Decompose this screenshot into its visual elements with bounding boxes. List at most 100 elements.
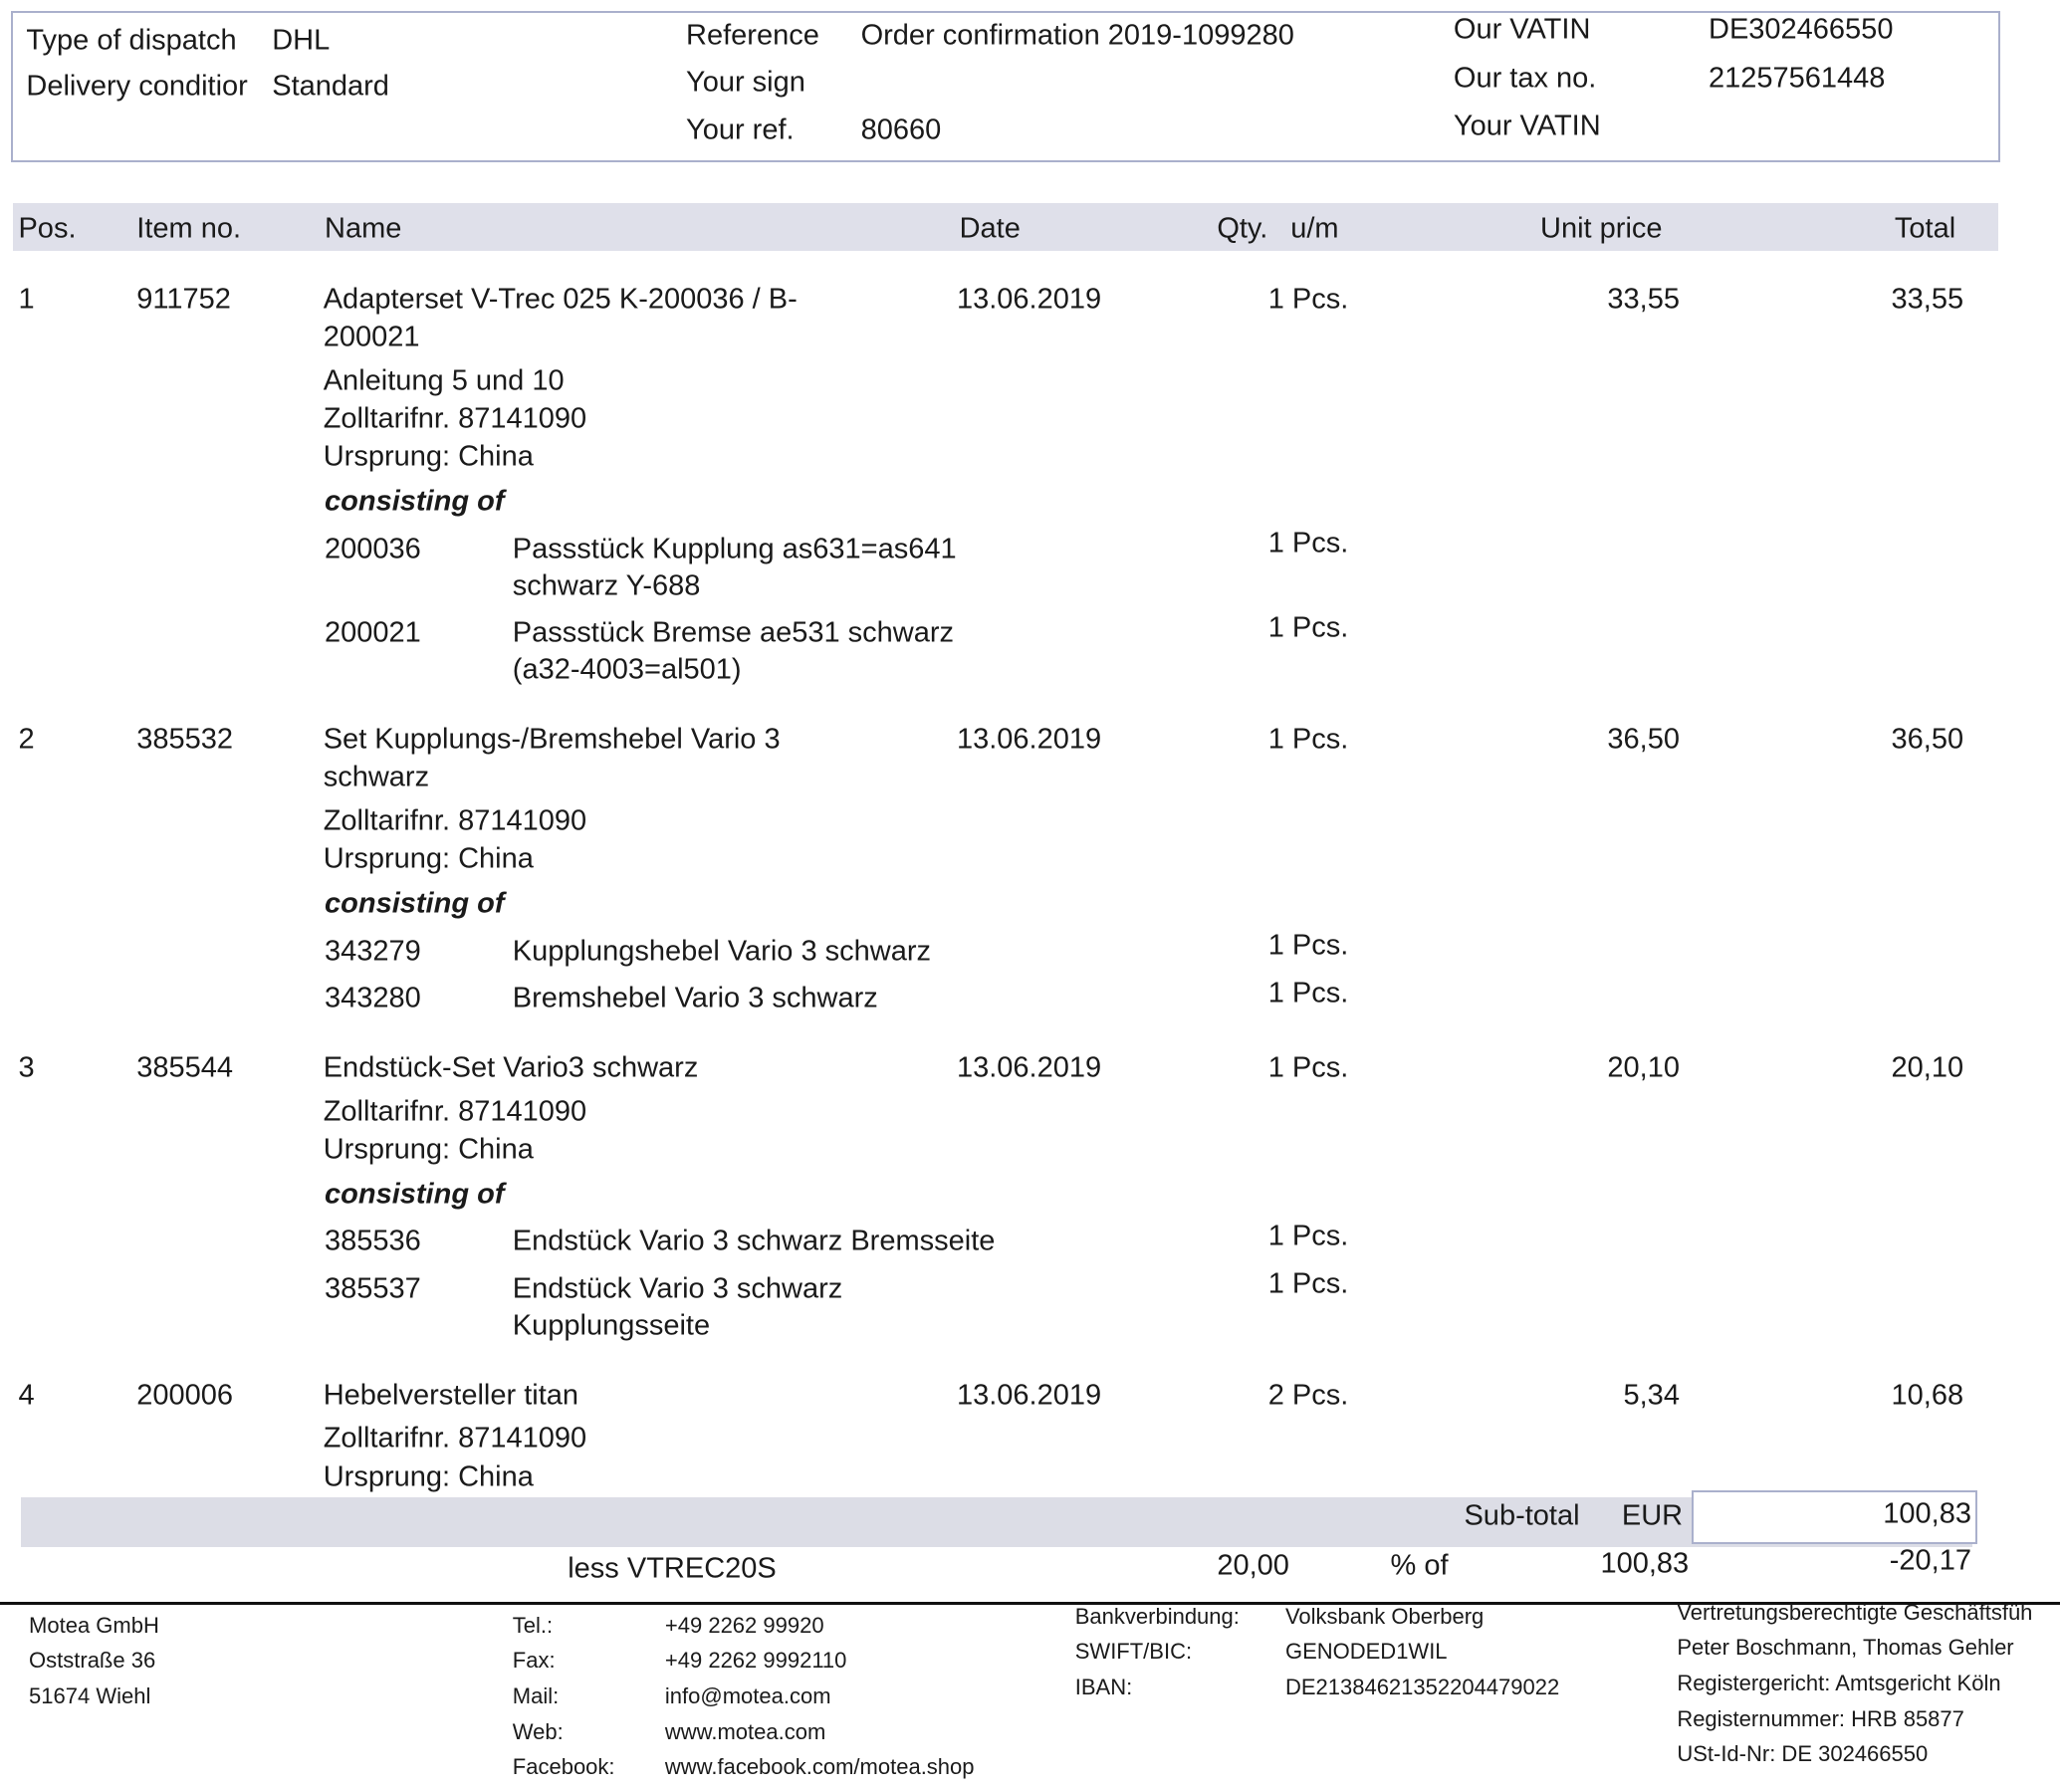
reference-value: 80660 [860,113,942,146]
subtotal-label: Sub-total [1464,1499,1580,1532]
bank-value: Volksbank Oberberg [1284,1603,1485,1629]
item-unit-price: 36,50 [1607,723,1680,756]
component-name: Endstück Vario 3 schwarz [512,1272,843,1305]
company-line: Motea GmbH [29,1612,159,1638]
item-name: 200021 [323,321,420,353]
item-note: Zolltarifnr. 87141090 [323,1422,587,1455]
item-unit-price: 33,55 [1607,283,1680,316]
bank-value: DE21384621352204479022 [1284,1674,1560,1699]
component-number: 343279 [325,935,421,968]
contact-label: Web: [512,1718,564,1744]
item-note: Anleitung 5 und 10 [323,364,565,397]
contact-label: Fax: [512,1648,556,1674]
item-name: schwarz [323,761,430,793]
component-number: 385537 [325,1272,421,1305]
item-note: Zolltarifnr. 87141090 [323,1095,587,1128]
vat-label: Our tax no. [1453,62,1597,95]
discount-of-label: % of [1390,1549,1449,1582]
reference-label: Reference [686,19,819,52]
subtotal-band [21,1497,1972,1547]
contact-value: www.motea.com [664,1718,826,1744]
item-date: 13.06.2019 [956,1379,1102,1412]
item-date: 13.06.2019 [956,283,1102,316]
legal-line: Vertretungsberechtigte Geschäftsfüh [1677,1599,2033,1625]
item-date: 13.06.2019 [956,723,1102,756]
column-header: Unit price [1540,212,1663,245]
consisting-label: consisting of [325,485,505,518]
reference-value: Order confirmation 2019-1099280 [860,19,1294,52]
contact-value: +49 2262 9992110 [664,1648,847,1674]
item-number: 385532 [136,723,234,756]
contact-value: info@motea.com [664,1683,831,1709]
vat-label: Our VATIN [1453,13,1591,46]
consisting-label: consisting of [325,1178,505,1211]
vat-label: Your VATIN [1453,110,1601,142]
footer-rule [0,1602,2060,1605]
item-name: Hebelversteller titan [323,1379,579,1412]
discount-percent: 20,00 [1217,1549,1289,1582]
item-date: 13.06.2019 [956,1051,1102,1084]
reference-label: Your ref. [686,113,795,146]
item-pos: 1 [18,283,35,316]
company-line: 51674 Wiehl [29,1683,151,1709]
contact-label: Facebook: [512,1754,615,1780]
component-name: Bremshebel Vario 3 schwarz [512,982,878,1014]
item-qty: 2 Pcs. [1267,1379,1349,1412]
legal-line: Peter Boschmann, Thomas Gehler [1677,1635,2014,1661]
item-qty: 1 Pcs. [1267,723,1349,756]
item-unit-price: 20,10 [1607,1051,1680,1084]
column-header: Name [325,212,402,245]
item-number: 911752 [136,283,231,316]
bank-label: SWIFT/BIC: [1074,1639,1193,1665]
item-total: 20,10 [1891,1051,1964,1084]
component-qty: 1 Pcs. [1267,1267,1349,1300]
component-number: 200021 [325,616,421,649]
dispatch-value: Standard [272,70,389,103]
vat-value: 21257561448 [1709,62,1886,95]
item-total: 10,68 [1891,1379,1964,1412]
reference-label: Your sign [686,66,805,99]
item-note: Ursprung: China [323,440,534,473]
component-name: Passstück Kupplung as631=as641 [512,533,957,565]
column-header: u/m [1290,212,1339,245]
discount-base: 100,83 [1600,1547,1690,1580]
component-qty: 1 Pcs. [1267,611,1349,644]
item-name: Set Kupplungs-/Bremshebel Vario 3 [323,723,781,756]
discount-amount: -20,17 [1889,1544,1971,1577]
item-note: Ursprung: China [323,1133,534,1166]
item-unit-price: 5,34 [1623,1379,1680,1412]
component-number: 343280 [325,982,421,1014]
contact-value: +49 2262 99920 [664,1612,824,1638]
item-note: Ursprung: China [323,1460,534,1493]
component-name: Passstück Bremse ae531 schwarz [512,616,955,649]
component-number: 385536 [325,1225,421,1257]
legal-line: USt-Id-Nr: DE 302466550 [1677,1741,1929,1767]
bank-label: Bankverbindung: [1074,1603,1240,1629]
component-qty: 1 Pcs. [1267,1220,1349,1252]
header-box [11,11,2000,162]
consisting-label: consisting of [325,887,505,920]
component-name: Kupplungshebel Vario 3 schwarz [512,935,932,968]
item-pos: 2 [18,723,35,756]
legal-line: Registernummer: HRB 85877 [1677,1705,1964,1731]
item-note: Zolltarifnr. 87141090 [323,804,587,837]
column-header: Qty. [1217,212,1268,245]
column-header: Item no. [136,212,242,245]
bank-value: GENODED1WIL [1284,1639,1448,1665]
component-qty: 1 Pcs. [1267,977,1349,1009]
dispatch-label: Type of dispatch [26,24,237,57]
vat-value: DE302466550 [1709,13,1894,46]
item-qty: 1 Pcs. [1267,283,1349,316]
item-name: Endstück-Set Vario3 schwarz [323,1051,699,1084]
subtotal-currency: EUR [1621,1499,1684,1532]
contact-label: Mail: [512,1683,560,1709]
dispatch-label: Delivery conditior [26,70,248,103]
component-name: (a32-4003=al501) [512,653,742,686]
component-name: Kupplungsseite [512,1309,711,1342]
column-header: Date [959,212,1021,245]
table-header-band [13,203,1998,251]
component-name: Endstück Vario 3 schwarz Bremsseite [512,1225,996,1257]
subtotal-value: 100,83 [1883,1497,1971,1530]
discount-label: less VTREC20S [568,1552,777,1585]
dispatch-value: DHL [272,24,331,57]
